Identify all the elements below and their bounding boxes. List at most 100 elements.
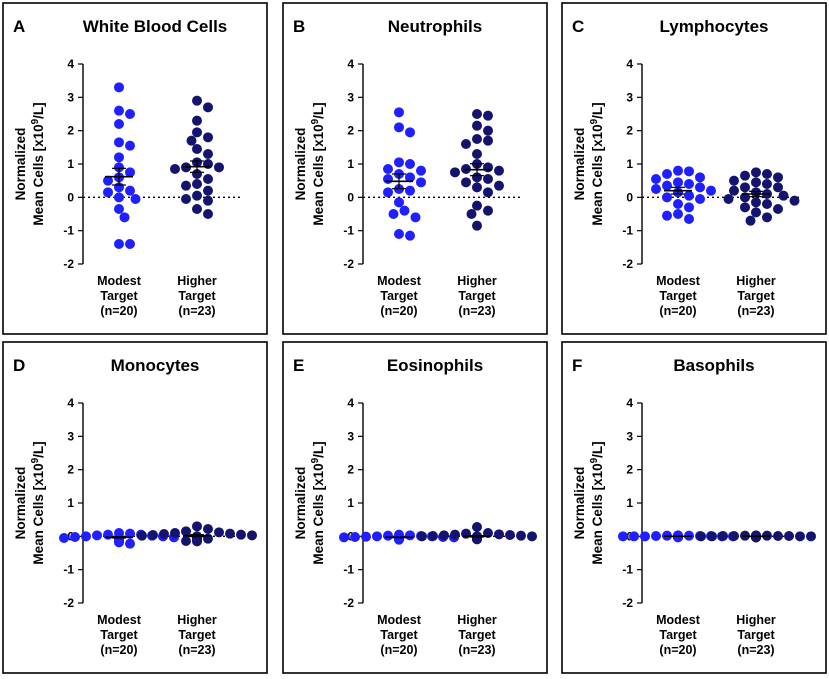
data-point	[618, 531, 628, 542]
data-point	[59, 533, 69, 543]
data-point	[203, 185, 213, 196]
data-point	[472, 120, 482, 131]
x-category-label: Higher	[457, 274, 497, 288]
data-point	[684, 190, 694, 201]
series-higher-target	[723, 167, 800, 226]
data-point	[673, 209, 683, 219]
x-category-label: Target	[737, 628, 775, 642]
data-point	[483, 205, 493, 216]
panel-letter: C	[572, 17, 584, 36]
y-axis-label-line2: Mean Cells [x109/L]	[589, 441, 605, 564]
y-axis-label-unit: /L]	[311, 441, 326, 458]
data-point	[192, 190, 202, 201]
data-point	[192, 169, 202, 179]
data-point	[247, 530, 257, 541]
data-point	[494, 529, 504, 540]
data-point	[203, 524, 213, 534]
x-category-label: Modest	[97, 613, 142, 627]
panel-a: A White Blood Cells 4 3 2 1 0 -1 -2 Normalized Mea…	[2, 2, 268, 335]
data-point	[125, 140, 135, 151]
series-higher-target	[170, 95, 224, 219]
y-axis-label-exponent: 9	[30, 457, 41, 463]
y-tick-label: 1	[626, 157, 633, 171]
y-tick-label: 4	[626, 57, 633, 71]
data-point	[103, 187, 113, 198]
series-modest-target	[383, 107, 426, 241]
data-point	[236, 529, 246, 540]
data-point	[740, 192, 750, 203]
y-axis-label-line1: Normalized	[293, 467, 308, 540]
data-point	[439, 530, 449, 541]
data-point	[461, 177, 471, 188]
y-axis-label-part: Mean Cells [x10	[31, 463, 46, 564]
data-point	[125, 109, 135, 119]
data-point	[394, 107, 404, 118]
data-point	[103, 529, 113, 540]
y-tick-label: -1	[63, 563, 74, 577]
y-axis-label-unit: /L]	[590, 102, 605, 119]
y-tick-label: 1	[347, 496, 354, 510]
data-point	[92, 530, 102, 541]
data-point	[192, 144, 202, 154]
y-axis-label: Normalized Mean Cells [x109/L]	[293, 102, 326, 225]
y-tick-label: 3	[347, 90, 354, 104]
data-point	[114, 537, 124, 548]
data-point	[684, 202, 694, 213]
x-category-label: Higher	[177, 613, 217, 627]
data-point	[745, 215, 756, 226]
y-tick-label: -2	[63, 257, 74, 271]
y-axis-label-part: Mean Cells [x10	[590, 463, 605, 564]
data-point	[192, 115, 202, 126]
y-tick-label: -1	[622, 224, 633, 238]
data-point	[114, 137, 124, 148]
x-category-label: (n=23)	[458, 643, 495, 657]
data-point	[795, 531, 805, 542]
data-point	[751, 177, 761, 188]
x-category-label: Target	[178, 628, 216, 642]
data-point	[706, 185, 716, 196]
series-higher-target	[417, 522, 537, 545]
data-point	[450, 167, 460, 178]
y-axis-label-line1: Normalized	[572, 467, 587, 540]
y-axis-label-exponent: 9	[310, 457, 321, 463]
x-category-label: (n=20)	[380, 643, 417, 657]
data-point	[696, 531, 706, 542]
data-point	[629, 531, 639, 542]
series-higher-target	[696, 530, 816, 543]
data-point	[405, 230, 415, 241]
y-tick-label: 1	[67, 157, 74, 171]
panel-title: Eosinophils	[387, 356, 483, 375]
x-category-label: Target	[659, 628, 697, 642]
data-point	[181, 180, 191, 191]
data-point	[394, 229, 404, 239]
x-category-label: Modest	[656, 274, 701, 288]
data-point	[114, 82, 124, 93]
data-point	[762, 199, 772, 209]
data-point	[159, 529, 169, 539]
data-point	[186, 135, 197, 146]
y-axis-label-line2: Mean Cells [x109/L]	[310, 102, 326, 225]
x-category-label: Modest	[97, 274, 142, 288]
data-point	[662, 210, 672, 221]
data-point	[472, 172, 482, 183]
y-axis-label-part: Mean Cells [x10	[311, 124, 326, 225]
data-point	[718, 531, 728, 541]
x-category-label: (n=20)	[100, 304, 137, 318]
data-point	[405, 172, 415, 183]
y-tick-label: 3	[67, 90, 74, 104]
data-point	[383, 174, 393, 184]
data-point	[203, 209, 213, 219]
data-point	[762, 212, 772, 223]
panel-border	[282, 2, 548, 335]
data-point	[684, 179, 694, 189]
data-point	[114, 119, 124, 129]
y-axis-label-part: Mean Cells [x10	[31, 124, 46, 225]
data-point	[383, 530, 393, 541]
y-tick-label: -2	[622, 596, 633, 610]
x-category-label: Target	[100, 289, 138, 303]
panel-border	[282, 341, 548, 674]
panel-b: B Neutrophils 4 3 2 1 0 -1 -2 Normalized Mean Cell…	[282, 2, 548, 335]
y-tick-label: 1	[626, 496, 633, 510]
